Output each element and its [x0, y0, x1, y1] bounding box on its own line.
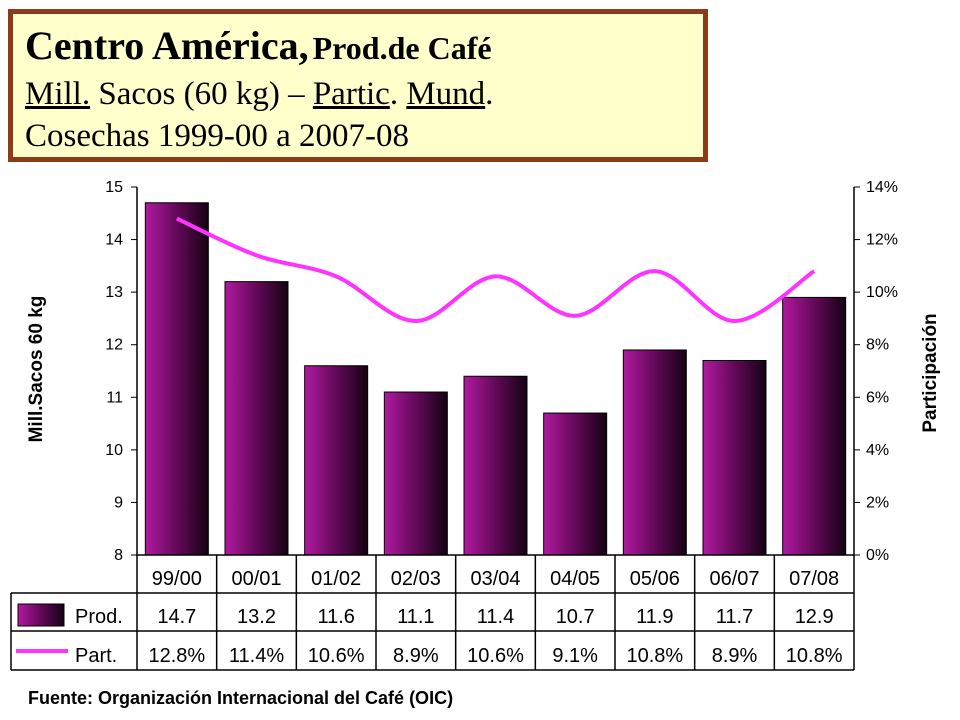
legend-prod-label: Prod.	[75, 606, 123, 628]
legend-prod-swatch	[17, 603, 65, 627]
title-box: Centro América, Prod.de Café Mill. Sacos…	[8, 9, 708, 162]
y2-tick-label: 4%	[866, 442, 889, 459]
chart-title: Centro América, Prod.de Café	[25, 22, 492, 69]
title-sub: Prod.de Café	[312, 30, 492, 66]
chart-subtitle: Mill. Sacos (60 kg) – Partic. Mund.	[25, 76, 493, 113]
subtitle-mund: Mund	[406, 76, 486, 112]
y2-axis-label: Participación	[920, 313, 941, 432]
subtitle-dot1: .	[389, 76, 399, 112]
table-cell-part: 8.9%	[393, 645, 439, 667]
y2-tick-label: 0%	[866, 547, 889, 564]
table-cell-part: 10.8%	[626, 645, 683, 667]
table-cell-part: 10.6%	[308, 645, 365, 667]
category-label: 02/03	[391, 568, 441, 590]
data-table: 99/00 00/01 01/02 02/03 03/04 04/05 05/06 06/07…	[10, 554, 855, 671]
legend-part-label: Part.	[75, 645, 117, 667]
bar	[304, 365, 369, 556]
y2-tick-label: 6%	[866, 389, 889, 406]
table-cell-part: 12.8%	[148, 645, 205, 667]
bar	[383, 391, 448, 556]
category-label: 06/07	[709, 568, 759, 590]
y-tick-label: 15	[105, 179, 123, 196]
category-label: 05/06	[630, 568, 680, 590]
category-label: 00/01	[231, 568, 281, 590]
category-label: 01/02	[311, 568, 361, 590]
y-tick-label: 12	[105, 337, 123, 354]
table-cell-prod: 11.9	[636, 606, 673, 628]
bar	[702, 359, 767, 556]
table-cell-prod: 14.7	[157, 606, 196, 628]
table-cell-prod: 10.7	[556, 606, 595, 628]
y-axis-label: Mill.Sacos 60 kg	[26, 296, 47, 443]
category-label: 03/04	[470, 568, 520, 590]
table-cell-prod: 11.1	[397, 606, 434, 628]
table-cell-part: 9.1%	[552, 645, 598, 667]
bar	[224, 281, 289, 556]
subtitle-mill: Mill.	[25, 76, 91, 112]
y2-tick-label: 8%	[866, 337, 889, 354]
table-cell-prod: 11.7	[716, 606, 753, 628]
y-tick-label: 9	[114, 494, 123, 511]
table-cell-part: 11.4%	[229, 645, 284, 667]
y-tick-label: 10	[105, 442, 123, 459]
source-note: Fuente: Organización Internacional del C…	[28, 688, 454, 708]
y-tick-label: 13	[105, 284, 123, 301]
table-cell-part: 10.6%	[467, 645, 524, 667]
title-main: Centro América,	[25, 23, 309, 68]
bar	[782, 296, 847, 556]
table-cell-prod: 11.4	[477, 606, 514, 628]
bar	[463, 375, 528, 556]
subtitle-dot2: .	[485, 76, 494, 112]
table-cell-prod: 13.2	[237, 606, 276, 628]
plot-area: 8 9 10 11 12 13 14 15 0% 2% 4% 6% 8% 10% 12% 14%	[105, 179, 898, 564]
table-cell-part: 10.8%	[786, 645, 843, 667]
y-tick-label: 8	[114, 547, 123, 564]
bar	[543, 412, 608, 556]
category-label: 99/00	[152, 568, 202, 590]
category-label: 04/05	[550, 568, 600, 590]
bar	[144, 202, 209, 556]
subtitle-partic: Partic	[312, 76, 390, 112]
y2-tick-label: 12%	[866, 232, 898, 249]
y2-tick-label: 10%	[866, 284, 898, 301]
bar	[622, 349, 687, 556]
table-cell-prod: 12.9	[795, 606, 834, 628]
y2-tick-label: 2%	[866, 494, 889, 511]
y-tick-label: 14	[105, 232, 123, 249]
table-cell-prod: 11.6	[317, 606, 354, 628]
participation-line	[175, 216, 816, 324]
category-label: 07/08	[789, 568, 839, 590]
table-cell-part: 8.9%	[712, 645, 758, 667]
subtitle-sacos: Sacos (60 kg) –	[98, 76, 305, 112]
chart-period: Cosechas 1999-00 a 2007-08	[25, 118, 410, 154]
y2-tick-label: 14%	[866, 179, 898, 196]
y-tick-label: 11	[106, 389, 123, 406]
